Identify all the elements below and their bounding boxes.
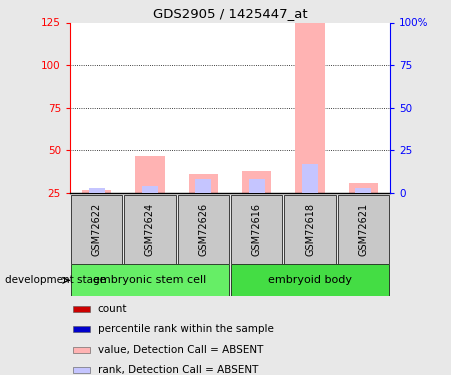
FancyBboxPatch shape	[71, 264, 229, 296]
Bar	[189, 174, 218, 236]
Bar	[295, 22, 325, 236]
Bar	[73, 326, 90, 332]
Text: GSM72626: GSM72626	[198, 203, 208, 256]
FancyBboxPatch shape	[71, 195, 122, 264]
Bar	[73, 346, 90, 352]
Bar	[349, 183, 378, 236]
Bar	[82, 190, 111, 236]
FancyBboxPatch shape	[124, 195, 175, 264]
FancyBboxPatch shape	[231, 195, 282, 264]
FancyBboxPatch shape	[285, 195, 336, 264]
Text: development stage: development stage	[5, 275, 106, 285]
Bar	[73, 367, 90, 373]
Text: percentile rank within the sample: percentile rank within the sample	[97, 324, 273, 334]
Bar	[88, 188, 105, 236]
Text: GSM72624: GSM72624	[145, 203, 155, 256]
Text: GSM72618: GSM72618	[305, 203, 315, 256]
FancyBboxPatch shape	[178, 195, 229, 264]
Text: value, Detection Call = ABSENT: value, Detection Call = ABSENT	[97, 345, 263, 354]
Text: embryonic stem cell: embryonic stem cell	[93, 275, 207, 285]
Title: GDS2905 / 1425447_at: GDS2905 / 1425447_at	[153, 7, 307, 20]
Bar	[195, 180, 212, 236]
Bar	[249, 180, 265, 236]
FancyBboxPatch shape	[231, 264, 389, 296]
Bar	[302, 164, 318, 236]
Bar	[355, 188, 372, 236]
FancyBboxPatch shape	[338, 195, 389, 264]
Text: GSM72621: GSM72621	[359, 203, 368, 256]
Text: count: count	[97, 304, 127, 314]
Text: rank, Detection Call = ABSENT: rank, Detection Call = ABSENT	[97, 365, 258, 375]
Text: GSM72616: GSM72616	[252, 203, 262, 256]
Bar	[142, 186, 158, 236]
Text: GSM72622: GSM72622	[92, 203, 101, 256]
Bar	[135, 156, 165, 236]
Bar	[242, 171, 272, 236]
Text: embryoid body: embryoid body	[268, 275, 352, 285]
Bar	[73, 306, 90, 312]
